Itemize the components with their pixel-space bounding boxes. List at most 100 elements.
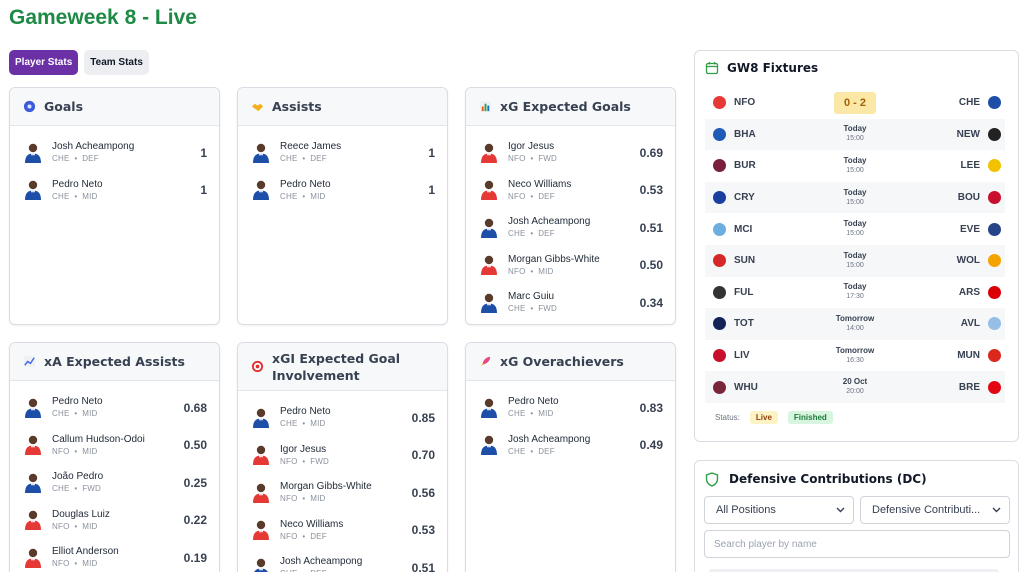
player-info: Elliot Anderson NFO • MID (52, 546, 184, 569)
player-avatar (478, 292, 500, 314)
player-info: Pedro Neto CHE • MID (280, 179, 428, 202)
stat-value: 0.53 (639, 183, 663, 198)
player-meta: CHE • DEF (280, 153, 428, 164)
fixture-time: 15:00 (846, 198, 864, 206)
fixture-row[interactable]: FUL Today 17:30 ARS (705, 277, 1005, 309)
card-title: xG Expected Goals (500, 99, 631, 114)
fixture-row[interactable]: MCI Today 15:00 EVE (705, 213, 1005, 245)
position-select-value: All Positions (716, 504, 776, 516)
player-meta: NFO • MID (280, 493, 412, 504)
player-team: CHE (52, 191, 70, 201)
player-row[interactable]: Igor Jesus NFO • FWD 0.70 (238, 437, 447, 475)
player-avatar (22, 434, 44, 456)
fixture-row[interactable]: LIV Tomorrow 16:30 MUN (705, 340, 1005, 372)
player-row[interactable]: Pedro Neto CHE • MID 0.85 (238, 399, 447, 437)
position-select[interactable]: All Positions (704, 496, 854, 524)
page-title: Gameweek 8 - Live (9, 6, 197, 29)
player-meta: NFO • MID (52, 446, 184, 457)
card-title: xGI Expected Goal Involvement (272, 350, 401, 383)
player-row[interactable]: Neco Williams NFO • DEF 0.53 (466, 172, 675, 210)
fixture-row[interactable]: WHU 20 Oct 20:00 BRE (705, 371, 1005, 403)
home-team-code: MCI (734, 223, 753, 235)
stat-value: 0.34 (639, 295, 663, 310)
player-name: João Pedro (52, 471, 104, 483)
player-name: Pedro Neto (52, 396, 103, 408)
player-row[interactable]: Pedro Neto CHE • MID 0.68 (10, 389, 219, 427)
separator-dot: • (297, 191, 311, 201)
tab-team-stats[interactable]: Team Stats (84, 50, 149, 75)
player-meta: NFO • FWD (280, 456, 412, 467)
player-row[interactable]: Pedro Neto CHE • MID 0.83 (466, 389, 675, 427)
away-team-code: BOU (957, 192, 980, 204)
fixture-row[interactable]: NFO 0 - 2 CHE (705, 87, 1005, 119)
player-row[interactable]: Pedro Neto CHE • MID 1 (10, 172, 219, 210)
fixture-center: Today 15:00 (830, 188, 880, 208)
fixture-day: Today (843, 219, 867, 229)
xg-overachievers-card: xG Overachievers Pedro Neto CHE • MID 0.83… (465, 342, 676, 572)
player-row[interactable]: Marc Guiu CHE • FWD 0.34 (466, 284, 675, 322)
player-meta: NFO • MID (508, 266, 640, 277)
fixture-day: Today (843, 250, 867, 260)
separator-dot: • (525, 409, 539, 419)
player-row[interactable]: Neco Williams NFO • DEF 0.53 (238, 512, 447, 550)
away-team-code: LEE (960, 160, 980, 172)
away-team-code: BRE (958, 381, 980, 393)
player-row[interactable]: Pedro Neto CHE • MID 1 (238, 172, 447, 210)
tab-player-stats[interactable]: Player Stats (9, 50, 79, 75)
fixture-row[interactable]: CRY Today 15:00 BOU (705, 181, 1005, 214)
home-crest-icon (713, 317, 726, 331)
player-row[interactable]: Reece James CHE • DEF 1 (238, 134, 447, 172)
target-icon (250, 360, 264, 374)
player-position: MID (538, 266, 554, 276)
fixture-row[interactable]: SUN Today 15:00 WOL (705, 244, 1005, 277)
player-row[interactable]: João Pedro CHE • FWD 0.25 (10, 464, 219, 502)
player-row[interactable]: Igor Jesus NFO • FWD 0.69 (466, 134, 675, 172)
stat-value: 0.22 (183, 513, 207, 528)
player-info: Igor Jesus NFO • FWD (280, 444, 412, 467)
player-row[interactable]: Douglas Luiz NFO • MID 0.22 (10, 502, 219, 540)
away-team: AVL (961, 317, 1001, 331)
player-team: NFO (280, 531, 298, 541)
player-meta: CHE • FWD (508, 303, 640, 314)
player-avatar (478, 397, 500, 419)
player-row[interactable]: Elliot Anderson NFO • MID 0.19 (10, 539, 219, 572)
player-avatar (22, 142, 44, 164)
player-info: Pedro Neto CHE • MID (52, 179, 200, 202)
player-row[interactable]: Josh Acheampong CHE • DEF 0.49 (466, 427, 675, 465)
player-team: CHE (508, 409, 526, 419)
player-name: Neco Williams (280, 518, 344, 530)
player-row[interactable]: Morgan Gibbs-White NFO • MID 0.50 (466, 247, 675, 285)
xgi-card: xGI Expected Goal Involvement Pedro Neto… (237, 342, 448, 572)
player-row[interactable]: Morgan Gibbs-White NFO • MID 0.56 (238, 474, 447, 512)
fixture-row[interactable]: TOT Tomorrow 14:00 AVL (705, 308, 1005, 340)
fixture-row[interactable]: BHA Today 15:00 NEW (705, 118, 1005, 151)
home-team: LIV (713, 349, 750, 363)
player-team: CHE (52, 409, 70, 419)
player-position: MID (82, 446, 98, 456)
separator-dot: • (297, 456, 311, 466)
home-crest-icon (713, 349, 726, 363)
player-row[interactable]: Callum Hudson-Odoi NFO • MID 0.50 (10, 427, 219, 465)
away-team: LEE (960, 159, 1001, 173)
home-team-code: SUN (734, 255, 756, 267)
player-row[interactable]: Josh Acheampong CHE • DEF 1 (10, 134, 219, 172)
away-crest-icon (988, 191, 1001, 205)
fixture-row[interactable]: BUR Today 15:00 LEE (705, 150, 1005, 182)
stat-value: 0.53 (411, 523, 435, 538)
home-team: MCI (713, 222, 753, 236)
player-position: DEF (310, 569, 327, 572)
stat-select[interactable]: Defensive Contributi... (860, 496, 1010, 524)
fixture-list: NFO 0 - 2 CHE BHA Today 15:00 NEW BUR Today 15:00… (705, 87, 1005, 403)
player-info: Pedro Neto CHE • MID (280, 406, 412, 429)
player-search-input[interactable]: Search player by name (704, 530, 1010, 558)
home-team-code: FUL (734, 286, 754, 298)
xa-card: xA Expected Assists Pedro Neto CHE • MID 0… (9, 342, 220, 572)
home-crest-icon (713, 159, 726, 173)
player-meta: CHE • MID (52, 191, 200, 202)
